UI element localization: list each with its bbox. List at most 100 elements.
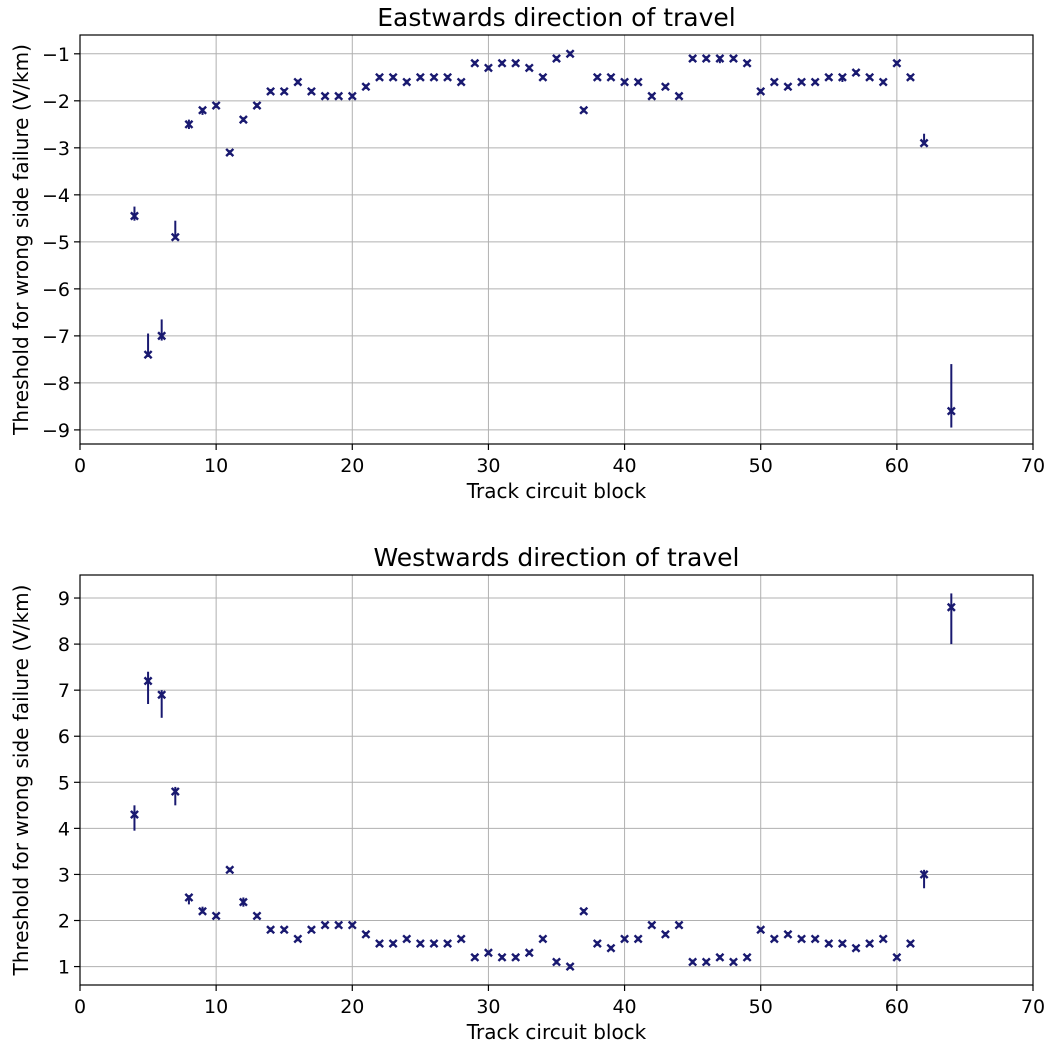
westwards-data-point — [701, 957, 711, 967]
eastwards-data-point — [851, 68, 861, 78]
y-tick-label: 5 — [58, 772, 70, 794]
eastwards-data-point — [511, 58, 521, 68]
x-marker — [906, 72, 915, 82]
westwards-data-point — [552, 957, 561, 967]
eastwards-data-point — [729, 54, 738, 63]
eastwards-y-ticks: −9 −8 −7 −6 −5 −4 −3 −2 −1 — [42, 44, 80, 442]
y-tick-label: 7 — [58, 680, 70, 702]
y-tick-label: −2 — [42, 91, 70, 113]
x-marker — [361, 82, 371, 92]
x-marker — [797, 934, 807, 944]
westwards-data-point — [443, 939, 453, 948]
y-tick-label: 3 — [58, 864, 70, 886]
x-marker — [170, 787, 180, 796]
x-marker — [674, 920, 684, 930]
westwards-data-point — [919, 869, 929, 889]
x-marker — [660, 929, 670, 939]
eastwards-data-point — [783, 82, 793, 92]
x-marker — [715, 952, 725, 962]
x-marker — [415, 939, 425, 948]
westwards-data-point — [375, 939, 384, 948]
x-tick-label: 10 — [204, 455, 228, 477]
westwards-data-point — [402, 934, 412, 944]
eastwards-x-axis-label: Track circuit block — [466, 479, 647, 503]
westwards-data-point — [266, 925, 276, 935]
x-marker — [729, 957, 738, 967]
westwards-data-point — [361, 929, 371, 939]
westwards-x-axis-label: Track circuit block — [466, 1020, 647, 1044]
westwards-data-point — [238, 897, 248, 907]
westwards-data-point — [824, 939, 834, 948]
x-marker — [334, 920, 344, 930]
eastwards-chart: 0 10 20 30 40 50 60 70 −9 −8 −7 −6 −5 −4 −3 −2 −1 Eastw… — [9, 3, 1045, 503]
x-marker — [511, 58, 521, 68]
x-marker — [483, 948, 493, 958]
y-tick-label: −1 — [42, 44, 70, 66]
eastwards-data-point — [579, 105, 589, 115]
eastwards-data-point — [565, 49, 575, 59]
eastwards-data-point — [252, 101, 262, 110]
x-marker — [552, 957, 561, 967]
eastwards-data-point — [606, 72, 616, 82]
westwards-data-point — [252, 911, 262, 921]
westwards-data-point — [837, 939, 847, 948]
x-marker — [783, 82, 793, 92]
westwards-data-point — [878, 934, 888, 944]
eastwards-data-point — [347, 91, 357, 101]
x-marker — [143, 350, 153, 360]
x-marker — [415, 72, 425, 82]
x-marker — [851, 68, 861, 78]
x-marker — [470, 58, 480, 68]
eastwards-data-point — [375, 72, 384, 82]
x-marker — [851, 943, 861, 953]
x-marker — [252, 911, 262, 921]
y-tick-label: −3 — [42, 138, 70, 160]
x-marker — [211, 101, 221, 110]
x-tick-label: 70 — [1021, 455, 1045, 477]
eastwards-data-point — [810, 77, 820, 87]
westwards-data-point — [279, 925, 289, 935]
x-marker — [946, 406, 956, 416]
eastwards-data-point — [334, 91, 344, 101]
x-marker — [238, 115, 248, 125]
eastwards-data-point — [824, 72, 834, 82]
x-marker — [810, 934, 820, 944]
eastwards-data-point — [306, 86, 316, 96]
westwards-data-point — [524, 948, 534, 958]
y-tick-label: −5 — [42, 232, 70, 254]
x-marker — [143, 676, 153, 686]
x-marker — [946, 602, 956, 612]
westwards-data-point — [797, 934, 807, 944]
x-marker — [565, 962, 575, 972]
x-marker — [878, 77, 888, 87]
x-marker — [756, 86, 766, 96]
x-marker — [633, 77, 643, 87]
y-tick-label: 8 — [58, 634, 70, 656]
x-tick-label: 30 — [476, 996, 500, 1018]
eastwards-data-point — [769, 77, 779, 87]
eastwards-data-point — [797, 77, 807, 87]
x-marker — [633, 934, 643, 944]
x-marker — [906, 939, 915, 948]
y-tick-label: −4 — [42, 185, 70, 207]
eastwards-data-point — [552, 54, 561, 63]
westwards-data-point — [647, 920, 657, 930]
westwards-data-point — [756, 925, 766, 935]
westwards-data-point — [225, 865, 235, 875]
westwards-y-ticks: 1 2 3 4 5 6 7 8 9 — [58, 588, 80, 979]
westwards-data-point — [211, 911, 221, 921]
eastwards-data-point — [592, 72, 602, 82]
westwards-data-point — [511, 952, 521, 962]
x-marker — [375, 72, 384, 82]
x-marker — [402, 934, 412, 944]
eastwards-data-point — [620, 77, 630, 87]
x-marker — [824, 939, 834, 948]
westwards-data-point — [579, 906, 589, 916]
x-marker — [157, 331, 167, 341]
x-marker — [170, 232, 180, 242]
eastwards-data-point — [184, 119, 194, 130]
x-marker — [783, 929, 793, 939]
x-tick-label: 70 — [1021, 996, 1045, 1018]
x-marker — [334, 91, 344, 101]
